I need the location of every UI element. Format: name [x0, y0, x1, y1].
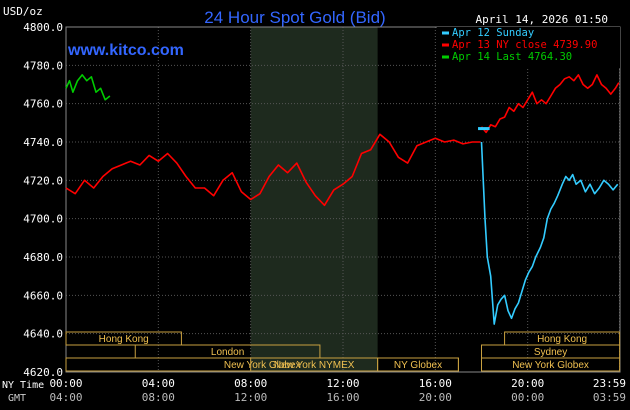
series-lines — [65, 74, 620, 325]
series-line-0 — [480, 141, 619, 325]
series-line-1 — [480, 74, 620, 134]
y-tick-label: 4760.0 — [23, 98, 63, 111]
y-tick-label: 4780.0 — [23, 59, 63, 72]
x-axis-label-secondary: GMT — [8, 393, 26, 404]
y-tick-label: 4620.0 — [23, 366, 63, 379]
x-tick-label-gmt: 16:00 — [326, 391, 359, 404]
grid — [65, 26, 621, 373]
session-label: New York NYMEX — [274, 360, 355, 371]
legend-box — [437, 27, 620, 68]
x-tick-labels: 00:0004:0004:0008:0008:0012:0012:0016:00… — [49, 377, 626, 404]
session-label: London — [211, 347, 244, 358]
session-box — [377, 357, 459, 372]
x-axis-label-primary: NY Time — [2, 380, 44, 391]
x-tick-label-ny: 12:00 — [326, 377, 359, 390]
x-tick-label-gmt: 12:00 — [234, 391, 267, 404]
x-tick-label-gmt: 03:59 — [593, 391, 626, 404]
y-tick-label: 4680.0 — [23, 251, 63, 264]
x-tick-label-ny: 23:59 — [593, 377, 626, 390]
plot-frame — [65, 26, 621, 373]
legend-entry: Apr 14 Last 4764.30 — [452, 51, 572, 63]
x-tick-label-ny: 20:00 — [511, 377, 544, 390]
session-label: NY Globex — [394, 360, 442, 371]
legend-entry: Apr 13 NY close 4739.90 — [452, 39, 597, 51]
y-tick-label: 4740.0 — [23, 136, 63, 149]
x-tick-label-gmt: 04:00 — [49, 391, 82, 404]
shaded-region-nymex — [250, 27, 378, 372]
session-box — [65, 331, 182, 346]
y-tick-label: 4700.0 — [23, 213, 63, 226]
session-label: Sydney — [534, 347, 567, 358]
y-tick-labels: 4620.0 4640.0 4660.0 4680.0 4700.0 4720.0 4740… — [23, 21, 63, 379]
x-tick-label-gmt: 20:00 — [419, 391, 452, 404]
series-line-2 — [65, 74, 111, 101]
x-tick-label-ny: 08:00 — [234, 377, 267, 390]
x-tick-label-ny: 04:00 — [142, 377, 175, 390]
x-tick-label-ny: 16:00 — [419, 377, 452, 390]
legend-entry: Apr 12 Sunday — [452, 27, 534, 39]
timestamp: April 14, 2026 01:50 — [476, 13, 608, 26]
y-tick-label: 4720.0 — [23, 174, 63, 187]
x-tick-label-gmt: 00:00 — [511, 391, 544, 404]
session-label: New York Globex — [224, 360, 301, 371]
y-axis-unit: USD/oz — [3, 5, 43, 18]
session-label: Hong Kong — [99, 334, 149, 345]
x-tick-label-gmt: 08:00 — [142, 391, 175, 404]
session-box — [481, 357, 621, 372]
y-tick-label: 4800.0 — [23, 21, 63, 34]
session-label: Hong Kong — [537, 334, 587, 345]
y-tick-label: 4660.0 — [23, 289, 63, 302]
x-tick-label-ny: 00:00 — [49, 377, 82, 390]
chart-title: 24 Hour Spot Gold (Bid) — [204, 8, 385, 27]
watermark: www.kitco.com — [67, 42, 184, 59]
y-tick-label: 4640.0 — [23, 328, 63, 341]
session-label: New York Globex — [512, 360, 589, 371]
series-line-1 — [65, 133, 481, 207]
